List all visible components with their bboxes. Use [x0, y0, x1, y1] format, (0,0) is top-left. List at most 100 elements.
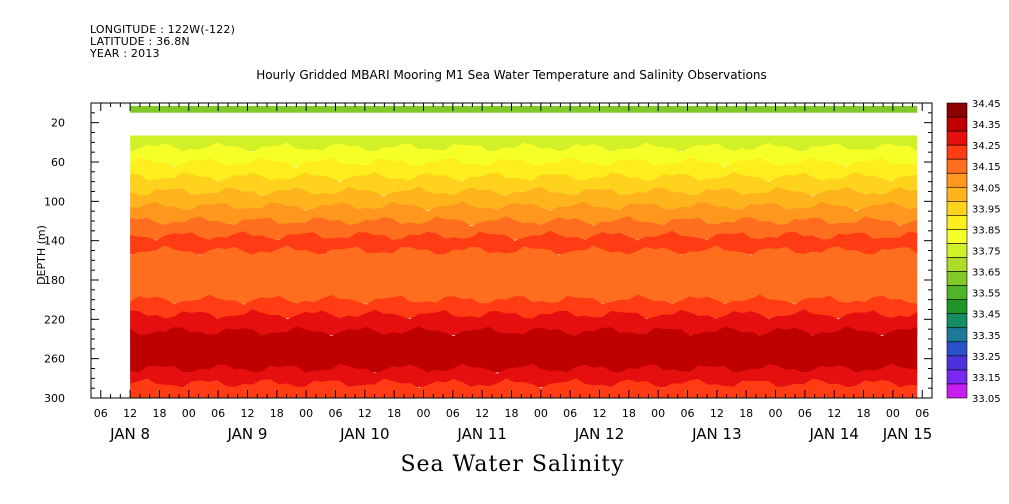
- x-date-label: JAN 8: [109, 425, 150, 443]
- colorbar-swatch: [946, 243, 968, 258]
- plot-area: [91, 103, 932, 398]
- colorbar-swatch: [946, 229, 968, 244]
- x-hour-label: 06: [328, 407, 342, 420]
- colorbar-label: 34.15: [972, 162, 1001, 173]
- colorbar-swatch: [946, 215, 968, 230]
- x-hour-label: 12: [827, 407, 841, 420]
- x-date-label: JAN 13: [691, 425, 742, 443]
- colorbar: 34.45 34.35 34.25 34.15 34.05 33.95 33.85 33.75…: [946, 99, 1001, 405]
- salinity-layer-34.15: [130, 294, 918, 319]
- colorbar-swatch: [946, 341, 968, 357]
- surface-salinity-band: [130, 105, 918, 113]
- x-hour-label: 18: [387, 407, 401, 420]
- longitude-label: LONGITUDE : 122W(-122): [90, 23, 236, 36]
- colorbar-label: 33.25: [972, 352, 1001, 363]
- colorbar-swatch: [946, 116, 968, 132]
- x-hour-label: 18: [505, 407, 519, 420]
- colorbar-swatch: [946, 201, 968, 216]
- colorbar-label: 34.45: [972, 99, 1001, 110]
- x-date-label: JAN 10: [339, 425, 390, 443]
- x-hour-label: 06: [211, 407, 225, 420]
- colorbar-label: 33.85: [972, 225, 1001, 236]
- x-date-label: JAN 15: [882, 425, 933, 443]
- x-hour-label: 18: [152, 407, 166, 420]
- chart-subtitle: Sea Water Salinity: [400, 452, 625, 477]
- y-tick-label: 140: [44, 235, 65, 248]
- x-hour-label: 12: [240, 407, 254, 420]
- x-date-label: JAN 14: [808, 425, 859, 443]
- y-tick-label: 100: [44, 195, 65, 208]
- salinity-layer-33.65: [130, 157, 918, 181]
- x-hour-label: 12: [358, 407, 372, 420]
- colorbar-label: 33.15: [972, 373, 1001, 384]
- x-hour-label: 00: [534, 407, 548, 420]
- x-hour-label: 00: [182, 407, 196, 420]
- colorbar-label: 33.75: [972, 247, 1001, 258]
- salinity-layer-34.25: [130, 309, 918, 336]
- colorbar-label: 33.55: [972, 289, 1001, 300]
- x-hour-label: 06: [446, 407, 460, 420]
- x-hour-label: 00: [886, 407, 900, 420]
- y-tick-label: 60: [51, 156, 65, 169]
- colorbar-swatch: [946, 355, 968, 371]
- colorbar-label: 33.05: [972, 394, 1001, 405]
- x-hour-label: 00: [651, 407, 665, 420]
- salinity-layer-34.05: [130, 216, 918, 240]
- x-hour-label: 06: [798, 407, 812, 420]
- x-hour-label: 00: [416, 407, 430, 420]
- salinity-layer-34.05: [130, 245, 918, 304]
- no-data-band: [130, 112, 918, 136]
- x-hour-label: 12: [710, 407, 724, 420]
- x-hour-label: 06: [94, 407, 108, 420]
- colorbar-swatch: [946, 130, 968, 146]
- y-tick-label: 300: [44, 392, 65, 405]
- salinity-layer-34.15: [130, 378, 918, 398]
- latitude-label: LATITUDE : 36.8N: [90, 35, 190, 48]
- x-hour-label: 18: [857, 407, 871, 420]
- colorbar-swatch: [946, 327, 968, 343]
- colorbar-label: 33.65: [972, 268, 1001, 279]
- y-axis-label: DEPTH (m): [35, 225, 48, 285]
- chart-title: Hourly Gridded MBARI Mooring M1 Sea Wate…: [256, 68, 767, 82]
- colorbar-swatch: [946, 271, 968, 286]
- colorbar-swatch: [946, 285, 968, 300]
- colorbar-label: 33.35: [972, 331, 1001, 342]
- x-axis: 06 12 18 00 06 12 18 00 06 12 18 00 06 12 18 00 06 12 18 00…: [90, 103, 933, 443]
- colorbar-swatch: [946, 257, 968, 272]
- x-hour-label: 12: [123, 407, 137, 420]
- colorbar-swatch: [946, 383, 968, 399]
- y-tick-label: 220: [44, 313, 65, 326]
- colorbar-label: 34.35: [972, 120, 1001, 131]
- x-hour-label: 06: [563, 407, 577, 420]
- salinity-layer-33.95: [130, 201, 918, 225]
- x-date-label: JAN 12: [574, 425, 625, 443]
- colorbar-swatch: [946, 313, 968, 329]
- x-hour-label: 06: [915, 407, 929, 420]
- x-date-label: JAN 9: [226, 425, 267, 443]
- colorbar-swatch: [946, 102, 968, 118]
- colorbar-swatch: [946, 299, 968, 315]
- x-hour-label: 00: [299, 407, 313, 420]
- colorbar-label: 34.05: [972, 183, 1001, 194]
- colorbar-label: 33.95: [972, 204, 1001, 215]
- colorbar-swatch: [946, 144, 968, 160]
- salinity-layer-33.85: [130, 186, 918, 211]
- colorbar-swatch: [946, 369, 968, 385]
- y-tick-label: 260: [44, 353, 65, 366]
- x-hour-label: 18: [739, 407, 753, 420]
- salinity-layer-34.35: [130, 326, 918, 373]
- colorbar-label: 34.25: [972, 141, 1001, 152]
- x-hour-label: 18: [270, 407, 284, 420]
- y-tick-label: 20: [51, 117, 65, 130]
- colorbar-swatch: [946, 172, 968, 188]
- x-hour-label: 06: [681, 407, 695, 420]
- x-date-label: JAN 11: [456, 425, 507, 443]
- colorbar-swatch: [946, 186, 968, 202]
- x-hour-label: 00: [769, 407, 783, 420]
- colorbar-swatch: [946, 158, 968, 174]
- y-axis: 20 60 100 140 180 220 260 300: [44, 102, 932, 405]
- x-hour-label: 18: [622, 407, 636, 420]
- y-tick-label: 180: [44, 274, 65, 287]
- year-label: YEAR : 2013: [90, 47, 160, 60]
